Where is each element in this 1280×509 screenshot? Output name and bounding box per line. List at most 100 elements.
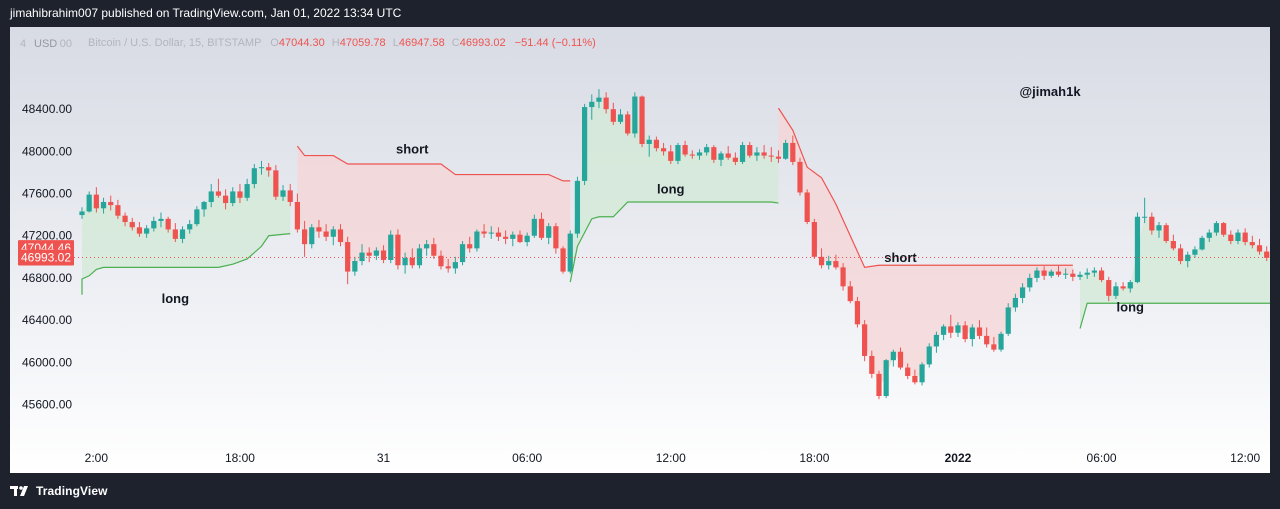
candle-body bbox=[424, 244, 430, 249]
candle-body bbox=[1027, 277, 1033, 288]
candle-body bbox=[790, 142, 796, 162]
candle-body bbox=[696, 152, 703, 156]
supertrend-line-short bbox=[777, 107, 1073, 269]
candle-body bbox=[452, 262, 458, 269]
candle-body bbox=[115, 205, 121, 216]
candle-body bbox=[1235, 232, 1241, 241]
candle-body bbox=[467, 244, 473, 249]
legend-top-tick-fragment: 4 00 bbox=[20, 38, 72, 50]
candle-body bbox=[538, 218, 545, 238]
supertrend-line-short bbox=[296, 145, 571, 182]
candle-body bbox=[1012, 297, 1018, 308]
candle-body bbox=[409, 257, 415, 266]
candle-body bbox=[984, 335, 990, 345]
candle-body bbox=[862, 324, 868, 356]
chart-panel[interactable]: long short long short long @jimah1k 48400.00… bbox=[10, 27, 1270, 473]
candle-body bbox=[1077, 274, 1083, 277]
candle-body bbox=[1106, 280, 1112, 296]
candle-body bbox=[316, 227, 322, 232]
legend-symbol: Bitcoin / U.S. Dollar, 15, BITSTAMP bbox=[88, 37, 261, 49]
candle-body bbox=[215, 191, 222, 196]
candle-body bbox=[682, 145, 688, 155]
candle-body bbox=[373, 250, 379, 256]
candle-body bbox=[804, 192, 810, 223]
legend-close-value: 46993.02 bbox=[460, 37, 506, 49]
candle-body bbox=[883, 360, 889, 397]
candle-body bbox=[503, 236, 509, 239]
candle-body bbox=[797, 161, 803, 193]
publisher-line: jimahibrahim007 published on TradingView… bbox=[10, 6, 402, 20]
candle-body bbox=[675, 145, 681, 161]
candle-body bbox=[560, 248, 566, 272]
footer-branding: TradingView bbox=[10, 481, 108, 501]
candle-body bbox=[1221, 223, 1227, 235]
candle-body bbox=[933, 334, 940, 347]
x-axis-tick-label: 31 bbox=[377, 451, 391, 465]
candle-body bbox=[991, 344, 997, 350]
candle-body bbox=[818, 256, 825, 266]
candle-body bbox=[1156, 225, 1162, 231]
y-axis-tick-label: 46000.00 bbox=[22, 355, 72, 369]
candle-body bbox=[280, 190, 286, 197]
candle-body bbox=[1120, 286, 1126, 289]
candle-body bbox=[488, 232, 494, 234]
candle-body bbox=[108, 201, 114, 206]
candle-body bbox=[941, 326, 947, 335]
candle-body bbox=[948, 326, 954, 333]
candle-body bbox=[1185, 254, 1191, 262]
candle-body bbox=[431, 244, 437, 256]
legend-currency: USD bbox=[34, 38, 57, 50]
candle-body bbox=[546, 226, 552, 238]
candle-body bbox=[1005, 307, 1011, 334]
candle-body bbox=[833, 261, 839, 268]
candle-body bbox=[510, 234, 516, 239]
candle-body bbox=[905, 367, 911, 376]
candle-body bbox=[1113, 286, 1119, 296]
y-axis-tick-label: 47600.00 bbox=[22, 187, 72, 201]
candle-body bbox=[1249, 242, 1255, 246]
candle-body bbox=[783, 142, 789, 159]
signal-label-long: long bbox=[1117, 300, 1144, 315]
candle-body bbox=[86, 194, 92, 212]
legend-high-label: H bbox=[332, 37, 340, 49]
candle-body bbox=[1213, 223, 1220, 233]
candle-body bbox=[337, 229, 344, 243]
y-axis-tick-label: 46400.00 bbox=[22, 313, 72, 327]
supertrend-line-long bbox=[1079, 302, 1270, 329]
legend-open-value: 47044.30 bbox=[279, 37, 325, 49]
candle-body bbox=[1041, 270, 1047, 276]
supertrend-line-long bbox=[569, 201, 779, 283]
candle-body bbox=[79, 211, 85, 216]
candlestick-chart[interactable]: long short long short long @jimah1k 48400.00… bbox=[10, 27, 1270, 473]
signal-label-long: long bbox=[162, 291, 189, 306]
legend-open-label: O bbox=[270, 37, 279, 49]
candle-body bbox=[136, 227, 143, 234]
supertrend-fill-short bbox=[297, 146, 571, 268]
candle-body bbox=[1048, 271, 1054, 276]
candle-body bbox=[416, 248, 423, 266]
candle-body bbox=[1084, 272, 1090, 275]
candle-body bbox=[1163, 225, 1169, 241]
candle-body bbox=[1228, 234, 1234, 241]
candle-body bbox=[1127, 282, 1133, 289]
candle-body bbox=[100, 201, 107, 209]
candle-body bbox=[969, 327, 975, 340]
candle-body bbox=[962, 325, 968, 340]
x-axis-tick-label: 2:00 bbox=[85, 451, 109, 465]
candle-body bbox=[402, 257, 408, 266]
candle-body bbox=[610, 109, 616, 122]
candle-body bbox=[1206, 232, 1212, 238]
candle-body bbox=[632, 96, 638, 134]
candle-body bbox=[388, 234, 394, 260]
x-axis-tick-label: 18:00 bbox=[225, 451, 255, 465]
candle-body bbox=[366, 252, 372, 256]
candle-body bbox=[194, 209, 200, 225]
watermark-handle: @jimah1k bbox=[1019, 84, 1081, 99]
footer-brand: TradingView bbox=[36, 484, 108, 498]
candle-body bbox=[768, 155, 774, 157]
y-axis-tick-label: 46800.00 bbox=[22, 271, 72, 285]
y-axis-tick-label: 47200.00 bbox=[22, 229, 72, 243]
candle-body bbox=[646, 139, 652, 144]
legend-change: −51.44 (−0.11%) bbox=[515, 37, 596, 49]
candle-body bbox=[754, 152, 760, 156]
